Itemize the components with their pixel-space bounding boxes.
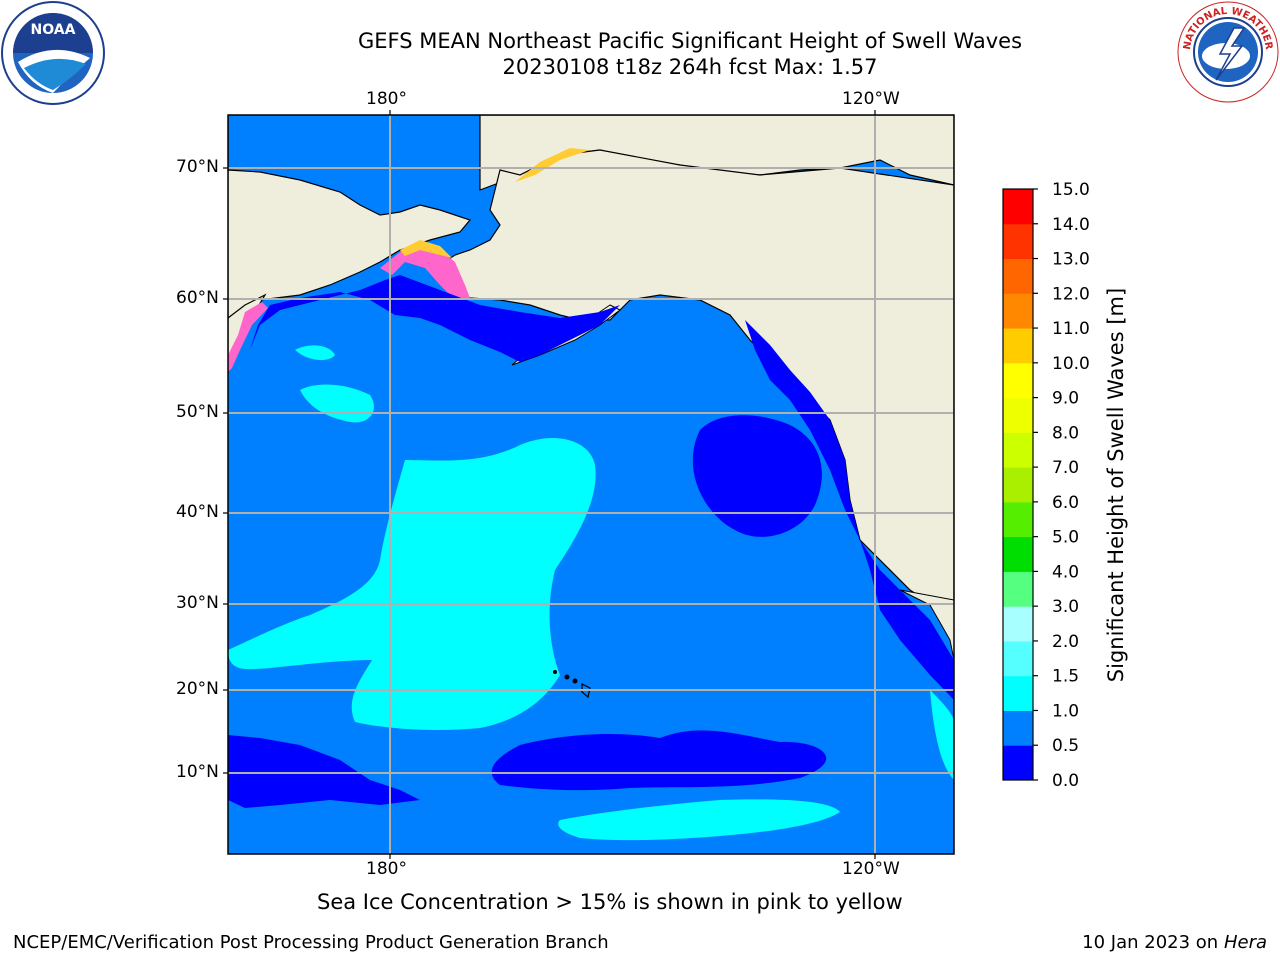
footer-left: NCEP/EMC/Verification Post Processing Pr… (13, 932, 609, 953)
colorbar-tick-label: 4.0 (1052, 562, 1079, 582)
swell-mid-east (930, 690, 954, 780)
colorbar-segment (1003, 710, 1033, 746)
footer-date: 10 Jan 2023 on (1082, 932, 1224, 953)
colorbar-segment (1003, 258, 1033, 294)
colorbar-tick-label: 15.0 (1052, 180, 1090, 200)
colorbar-tick-label: 5.0 (1052, 528, 1079, 548)
colorbar-tick-label: 2.0 (1052, 632, 1079, 652)
colorbar-segment (1003, 362, 1033, 399)
map-area (228, 115, 954, 854)
colorbar-segment (1003, 640, 1033, 677)
map-subtitle: 20230108 t18z 264h fcst Max: 1.57 (502, 55, 878, 79)
map-gridlines (228, 115, 954, 854)
colorbar-segment (1003, 397, 1033, 433)
colorbar-tick-label: 11.0 (1052, 319, 1090, 339)
noaa-logo-text: NOAA (31, 22, 76, 38)
sea-ice-note: Sea Ice Concentration > 15% is shown in … (317, 890, 903, 914)
swell-mid-central (228, 437, 596, 730)
colorbar-tick-label: 1.0 (1052, 701, 1079, 721)
colorbar-segment (1003, 571, 1033, 607)
mexico-land (899, 589, 954, 661)
lat-label-20n: 20°N (176, 679, 219, 699)
sea-ice-bering-yellow (400, 240, 452, 258)
lat-label-40n: 40°N (176, 502, 219, 522)
footer-host: Hera (1223, 932, 1267, 953)
noaa-logo: NOAA (0, 0, 106, 106)
colorbar-tick-label: 1.5 (1052, 667, 1079, 687)
colorbar-tick-label: 0.5 (1052, 736, 1079, 756)
colorbar-segment (1003, 293, 1033, 329)
nws-logo-icon: NATIONAL WEATHER SERVICE (1176, 0, 1279, 103)
colorbar-segment (1003, 432, 1033, 468)
colorbar-segment (1003, 745, 1033, 781)
lon-label-bottom-120w: 120°W (842, 859, 900, 879)
colorbar-segment (1003, 606, 1033, 642)
lon-label-top-120w: 120°W (842, 89, 900, 109)
lon-label-top-180: 180° (366, 89, 407, 109)
lat-label-10n: 10°N (176, 762, 219, 782)
colorbar-tick-label: 14.0 (1052, 215, 1090, 235)
colorbar: 0.0 0.5 1.0 1.5 2.0 3.0 4.0 5.0 6.0 7.0 8.0 9.0 10.0… (1003, 180, 1090, 791)
lat-label-30n: 30°N (176, 593, 219, 613)
swell-low-south (228, 735, 420, 808)
colorbar-tick-label: 6.0 (1052, 493, 1079, 513)
colorbar-tick-label: 13.0 (1052, 250, 1090, 270)
swell-low-gulf (250, 275, 620, 362)
colorbar-tick-label: 9.0 (1052, 389, 1079, 409)
lat-label-50n: 50°N (176, 402, 219, 422)
colorbar-tick-label: 3.0 (1052, 597, 1079, 617)
colorbar-frame (1002, 188, 1034, 781)
sea-ice-okhotsk (228, 302, 268, 372)
colorbar-segment (1003, 223, 1033, 260)
colorbar-tick-label: 8.0 (1052, 423, 1079, 443)
swell-mid-northwest2 (295, 345, 335, 361)
colorbar-segment (1003, 467, 1033, 503)
colorbar-segment (1003, 675, 1033, 711)
colorbar-tick-label: 12.0 (1052, 284, 1090, 304)
colorbar-tick-label: 7.0 (1052, 458, 1079, 478)
lon-label-bottom-180: 180° (366, 859, 407, 879)
colorbar-segment (1003, 536, 1033, 572)
noaa-logo-icon: NOAA (1, 1, 105, 105)
lat-label-70n: 70°N (176, 157, 219, 177)
map-title: GEFS MEAN Northeast Pacific Significant … (357, 29, 1023, 53)
colorbar-tick-label: 0.0 (1052, 771, 1079, 791)
map-frame (227, 114, 955, 855)
colorbar-label: Significant Height of Swell Waves [m] (1104, 288, 1128, 682)
swell-mid-south (558, 799, 840, 841)
colorbar-tick-label: 10.0 (1052, 354, 1090, 374)
swell-low-south2 (491, 730, 827, 791)
nws-logo: NATIONAL WEATHER SERVICE (1176, 0, 1280, 104)
siberia-land (228, 115, 472, 319)
footer-right: 10 Jan 2023 on Hera (1082, 932, 1267, 953)
colorbar-segment (1003, 189, 1033, 225)
lat-label-60n: 60°N (176, 288, 219, 308)
colorbar-segment (1003, 501, 1033, 538)
swell-low-offshore (692, 415, 822, 537)
sea-ice-arctic (515, 148, 590, 182)
colorbar-segment (1003, 328, 1033, 364)
